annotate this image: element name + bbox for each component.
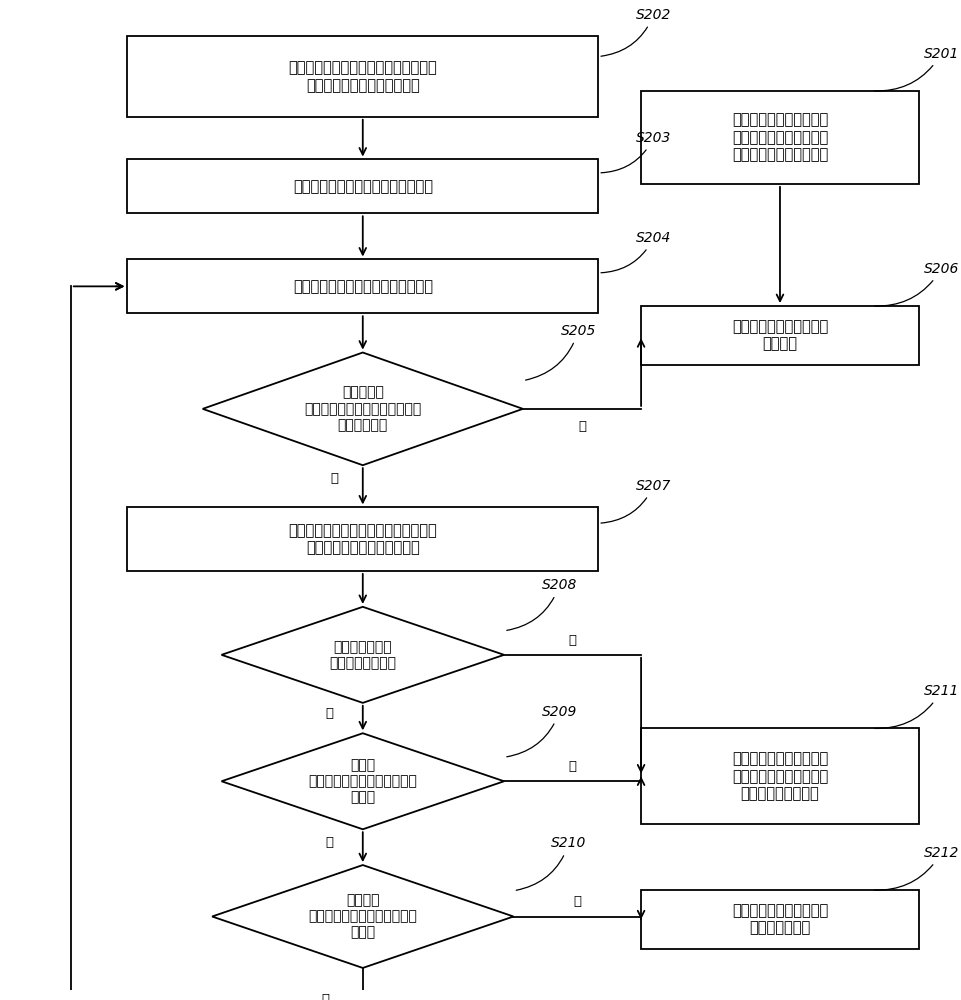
Text: 将查询到的包含查询关键词的展示信息
进行排序，得到展示信息序列: 将查询到的包含查询关键词的展示信息 进行排序，得到展示信息序列 [288,60,437,93]
FancyBboxPatch shape [127,259,598,313]
Polygon shape [203,353,523,465]
Text: 将获取的展示信息放入备
选链表中: 将获取的展示信息放入备 选链表中 [732,319,828,352]
FancyBboxPatch shape [641,91,919,184]
Text: 否: 否 [326,707,333,720]
Text: 将放入当前页面中的展示
信息展示给用户，开启下
一个面作为当前页面: 将放入当前页面中的展示 信息展示给用户，开启下 一个面作为当前页面 [732,751,828,801]
Text: 判断是
否达到当前页面的最大允许放
入数量: 判断是 否达到当前页面的最大允许放 入数量 [308,758,417,804]
Text: 开启用于放入展示信息的第一个页面: 开启用于放入展示信息的第一个页面 [293,179,432,194]
Polygon shape [212,865,513,968]
Text: S207: S207 [601,479,672,523]
Text: 是: 是 [331,472,338,485]
Text: S211: S211 [875,684,959,728]
FancyBboxPatch shape [127,507,598,571]
Text: 判断是否达到设
定的选取数量阈值: 判断是否达到设 定的选取数量阈值 [330,640,396,670]
Text: 将放入当前页面中的展示
信息展示给用户: 将放入当前页面中的展示 信息展示给用户 [732,903,828,936]
Text: 将获取的展示信息放入当前页面中并更
新当前页面各维度的限制条件: 将获取的展示信息放入当前页面中并更 新当前页面各维度的限制条件 [288,523,437,555]
Text: 否: 否 [326,836,333,849]
Text: S210: S210 [516,836,586,890]
Text: 判断获取的
展示信息是否满足当前页面各维
度的限制条件: 判断获取的 展示信息是否满足当前页面各维 度的限制条件 [304,386,422,432]
Text: S203: S203 [601,131,672,173]
FancyBboxPatch shape [127,36,598,117]
Text: S209: S209 [506,705,578,757]
FancyBboxPatch shape [641,728,919,824]
Text: S206: S206 [875,262,959,306]
FancyBboxPatch shape [641,306,919,365]
Text: S201: S201 [875,47,959,91]
FancyBboxPatch shape [641,890,919,949]
Text: 是: 是 [569,634,577,647]
Text: S204: S204 [601,231,672,273]
Text: S202: S202 [601,8,672,56]
Text: 是: 是 [574,895,581,908]
Text: S208: S208 [506,578,578,630]
Text: 否: 否 [578,420,586,433]
Text: 是: 是 [569,760,577,773]
Text: 是否获取
完查询到展示信息序列中的展
示信息: 是否获取 完查询到展示信息序列中的展 示信息 [308,893,417,940]
Text: 否: 否 [321,993,329,1000]
Text: S205: S205 [526,324,596,380]
Polygon shape [221,607,505,703]
FancyBboxPatch shape [127,159,598,213]
Text: S212: S212 [875,846,959,890]
Text: 预先建立用于存放不符合
当前页面各维度的限制条
件的展示信息的备选链表: 预先建立用于存放不符合 当前页面各维度的限制条 件的展示信息的备选链表 [732,112,828,162]
Text: 从展示信息序列中依次获取展示信息: 从展示信息序列中依次获取展示信息 [293,279,432,294]
Polygon shape [221,733,505,829]
